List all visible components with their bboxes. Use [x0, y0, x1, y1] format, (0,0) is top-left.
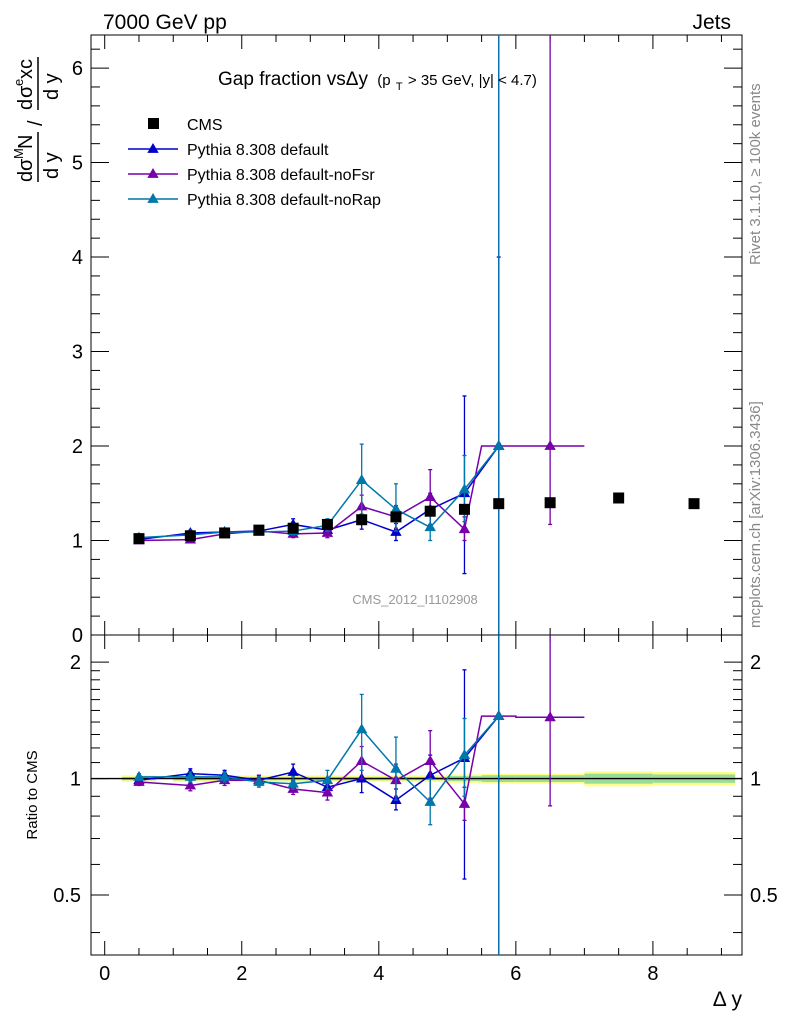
legend-pythia-8-308-default-norap-marker [147, 193, 159, 203]
svg-text:xc: xc [15, 59, 37, 79]
ratio-frame [90, 634, 743, 956]
main-ylabel: d σ M N d y / d σ e xc d y [11, 57, 63, 182]
y-tick-label: 0 [72, 625, 83, 647]
header-right: Jets [692, 11, 731, 34]
legend: CMS Pythia 8.308 default Pythia 8.308 defa… [128, 117, 381, 209]
x-axis-label: Δ y [713, 988, 743, 1011]
x-tick-label: 2 [236, 963, 247, 985]
ratio-y-tick-label: 0.5 [53, 885, 81, 907]
svg-text:d y: d y [41, 152, 63, 179]
rivet-version-text: Rivet 3.1.10, ≥ 100k events [747, 83, 764, 265]
legend-pythia-8-308-default-nofsr-marker [147, 168, 159, 178]
cms-point [493, 498, 505, 510]
y-tick-label: 1 [72, 531, 83, 553]
cms-point [321, 518, 333, 530]
main-panel: 0 1 2 3 4 5 6 [72, 34, 743, 647]
svg-text:M: M [11, 148, 26, 159]
svg-text:/: / [25, 120, 47, 126]
legend-pythia-8-308-default-marker [147, 143, 159, 153]
ratio-pythia-8-308-default-norap-point [321, 774, 334, 785]
x-tick-label: 4 [373, 963, 384, 985]
chart-title-sub-rest: > 35 GeV, |y| < 4.7) [408, 72, 537, 89]
legend-pythia-8-308-default-norap-label: Pythia 8.308 default-noRap [187, 192, 381, 209]
ratio-pythia-8-308-default-nofsr-point [321, 786, 334, 797]
main-pythia-8-308-default-nofsr-point [458, 523, 471, 534]
ratio-pythia-8-308-default-norap-point [184, 770, 197, 781]
ratio-pythia-8-308-default-norap-point [355, 723, 368, 734]
legend-pythia-8-308-default-nofsr-label: Pythia 8.308 default-noFsr [187, 167, 375, 184]
x-tick-label: 6 [510, 963, 521, 985]
mcplots-text: mcplots.cern.ch [arXiv:1306.3436] [747, 401, 764, 628]
main-pythia-8-308-default-nofsr-point [544, 440, 556, 450]
x-tick-label: 0 [99, 963, 110, 985]
x-tick-label: 8 [647, 963, 658, 985]
ratio-pythia-8-308-default-norap-point [458, 749, 471, 759]
y-tick-label: 6 [72, 58, 83, 80]
svg-text:e: e [11, 79, 26, 86]
main-pythia-8-308-default-norap-point [458, 483, 471, 494]
header-left: 7000 GeV pp [103, 11, 227, 34]
y-tick-label: 3 [72, 342, 83, 364]
ratio-y-tick-label-right: 0.5 [750, 885, 778, 907]
svg-text:d: d [15, 99, 37, 110]
main-pythia-8-308-default-norap-point [424, 521, 436, 532]
ratio-pythia-8-308-default-norap-point [424, 795, 436, 806]
legend-pythia-8-308-default-label: Pythia 8.308 default [187, 142, 329, 159]
svg-text:σ: σ [15, 85, 37, 98]
chart-title-main: Gap fraction vsΔy [218, 69, 368, 90]
ratio-ylabel: Ratio to CMS [24, 750, 41, 839]
analysis-watermark: CMS_2012_I1102908 [352, 592, 478, 607]
legend-cms-label: CMS [187, 117, 223, 134]
cms-point [219, 527, 231, 539]
cms-point [253, 524, 265, 536]
cms-point [544, 497, 556, 509]
ratio-y-tick-label: 2 [70, 652, 81, 674]
ratio-pythia-8-308-default-nofsr-point [458, 797, 471, 808]
cms-point [390, 511, 402, 523]
ratio-y-tick-label-right: 2 [750, 652, 761, 674]
main-pythia-8-308-default-norap-point [355, 474, 368, 484]
cms-point [424, 505, 436, 517]
main-pythia-8-308-default-line [138, 445, 500, 541]
ratio-y-tick-label: 1 [70, 769, 81, 791]
ratio-pythia-8-308-default-nofsr-point [544, 711, 556, 722]
main-pythia-8-308-default-norap-point [390, 503, 402, 514]
ratio-pythia-8-308-default-norap-point [218, 770, 231, 781]
ratio-pythia-8-308-default-norap-point [133, 770, 145, 781]
y-tick-label: 4 [72, 247, 83, 269]
svg-text:σ: σ [15, 158, 37, 171]
ratio-panel: 0 2 4 6 8 0.5 0.5 1 1 2 2 [53, 634, 778, 985]
cms-point [287, 522, 299, 534]
ratio-pythia-8-308-default-norap-point [390, 762, 402, 773]
main-pythia-8-308-default-nofsr-point [321, 526, 334, 537]
ratio-pythia-8-308-default-nofsr-point [424, 755, 436, 765]
svg-text:d y: d y [41, 73, 63, 100]
ratio-pythia-8-308-default-point [287, 765, 299, 776]
ratio-pythia-8-308-default-nofsr-line [138, 715, 585, 806]
cms-point [356, 514, 368, 526]
ratio-pythia-8-308-default-norap-point [493, 710, 505, 721]
chart-title-sub-T: T [396, 81, 403, 93]
y-tick-label: 5 [72, 153, 83, 175]
y-tick-label: 2 [72, 436, 83, 458]
chart-title-sub: (p [377, 72, 390, 89]
svg-text:d: d [15, 171, 37, 182]
cms-point [613, 492, 625, 504]
ratio-y-tick-label-right: 1 [750, 769, 761, 791]
cms-point [184, 530, 196, 542]
ratio-pythia-8-308-default-norap-point [253, 775, 265, 786]
cms-point [133, 533, 145, 545]
cms-point [688, 498, 700, 510]
main-pythia-8-308-default-norap-point [493, 440, 505, 450]
ratio-pythia-8-308-default-nofsr-point [133, 775, 145, 786]
main-pythia-8-308-default-nofsr-point [424, 491, 436, 501]
cms-point [458, 503, 470, 515]
svg-text:N: N [15, 135, 37, 149]
ratio-pythia-8-308-default-nofsr-point [184, 779, 197, 790]
main-pythia-8-308-default-norap-line [138, 445, 500, 539]
ratio-pythia-8-308-default-norap-point [287, 777, 299, 788]
chart-title: Gap fraction vsΔy (p T > 35 GeV, |y| < 4… [218, 69, 537, 95]
legend-cms-marker [148, 118, 159, 129]
